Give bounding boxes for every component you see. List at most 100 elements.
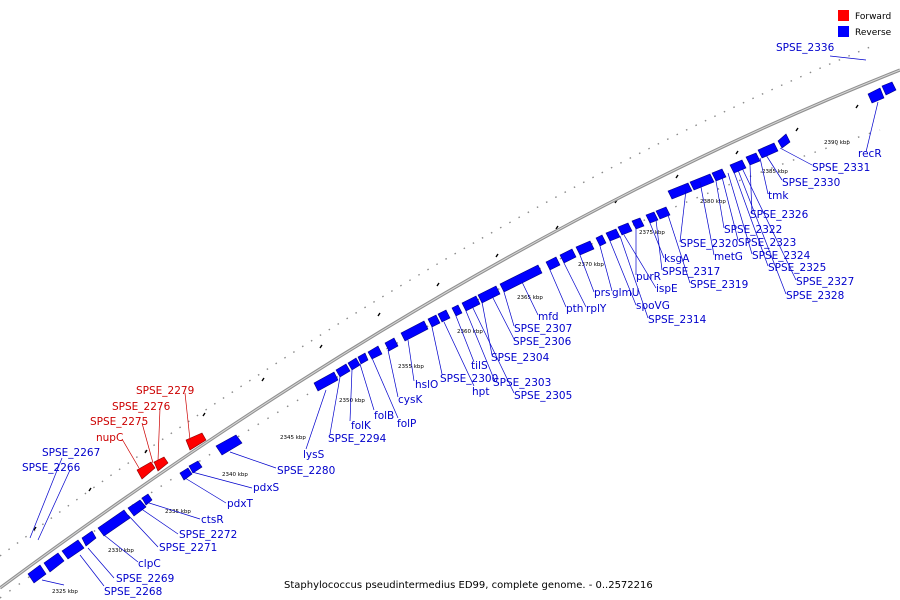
label-metg: metG [714,251,743,263]
scale-label-2360: 2360 kbp [457,329,483,335]
label-spse-2326: SPSE_2326 [750,209,809,221]
gene-block-2325c[interactable] [61,539,85,560]
legend-forward-label: Forward [855,12,891,22]
gene-spse-2279[interactable] [185,432,207,451]
label-spse-2323: SPSE_2323 [738,237,796,249]
label-spse-2268: SPSE_2268 [104,586,162,598]
label-spse-2269: SPSE_2269 [116,573,174,585]
label-tmk: tmk [768,190,789,202]
gene-hpt[interactable] [437,309,451,323]
gene-hslo[interactable] [400,320,429,342]
gene-recr[interactable] [867,87,885,104]
scale-label-2345: 2345 kbp [280,435,306,441]
label-spse-2330: SPSE_2330 [782,177,840,189]
label-prs: prs [594,287,610,299]
gene-spse-2294[interactable] [335,363,351,378]
genome-backbone-highlight [0,69,900,589]
gene-pdxs[interactable] [188,460,203,474]
reverse-labels: SPSE_2267 SPSE_2266 SPSE_2268 SPSE_2269 … [22,42,882,598]
label-spse-2331: SPSE_2331 [812,162,870,174]
gene-spse-2280[interactable] [215,434,243,456]
gene-lyss[interactable] [313,371,339,392]
gene-pdxt[interactable] [179,467,193,481]
gene-spse-2300[interactable] [427,314,441,328]
label-folb: folB [374,410,394,422]
label-spse-2271: SPSE_2271 [159,542,217,554]
scale-label-2375: 2375 kbp [639,230,665,236]
label-spse-2320: SPSE_2320 [680,238,738,250]
gene-mfd[interactable] [499,264,543,293]
outer-ticks [33,104,859,531]
label-spse-2336: SPSE_2336 [776,42,835,54]
label-cysk: cysK [398,394,423,406]
label-glmu: glmU [612,287,640,299]
gene-pth[interactable] [545,256,561,271]
label-spovg: spoVG [636,300,670,312]
label-hpt: hpt [472,386,489,398]
gene-purr[interactable] [631,217,645,230]
legend-reverse-label: Reverse [855,28,892,38]
label-mfd: mfd [538,311,559,323]
gene-spse-2331[interactable] [777,133,791,149]
label-spse-2307: SPSE_2307 [514,323,572,335]
gene-metg[interactable] [689,173,715,191]
legend-reverse-swatch [838,26,849,37]
reverse-genes [27,81,897,584]
label-spse-2300: SPSE_2300 [440,373,498,385]
gene-clpc[interactable] [97,509,131,537]
label-pdxs: pdxS [253,482,280,494]
gene-block-2325[interactable] [27,564,47,584]
label-ksga: ksgA [664,253,690,265]
gene-tmk[interactable] [757,142,779,159]
label-spse-2280: SPSE_2280 [277,465,335,477]
scale-label-2340: 2340 kbp [222,472,248,478]
label-spse-2305: SPSE_2305 [514,390,572,402]
gene-spse-2271[interactable] [127,499,147,517]
gene-folb[interactable] [357,352,369,365]
label-spse-2272: SPSE_2272 [179,529,237,541]
label-clpc: clpC [138,558,161,570]
gene-block-2330[interactable] [81,530,97,547]
label-ispe: ispE [656,283,678,295]
gene-spse-2326[interactable] [745,152,761,166]
scale-label-2355: 2355 kbp [398,364,424,370]
gene-ispe[interactable] [617,222,633,236]
label-ctsr: ctsR [201,514,224,526]
gene-rply[interactable] [559,248,577,264]
gene-spse-2324[interactable] [729,159,747,174]
gene-ctsr[interactable] [141,493,153,506]
gene-nupc[interactable] [136,461,156,480]
gene-spse-2336[interactable] [881,81,897,96]
genome-caption: Staphylococcus pseudintermedius ED99, co… [284,580,653,591]
label-spse-2306: SPSE_2306 [513,336,572,348]
gene-cysk[interactable] [384,337,399,352]
gene-prs[interactable] [575,240,595,256]
gene-block-2325b[interactable] [43,552,65,573]
label-spse-2303: SPSE_2303 [493,377,551,389]
gene-tils[interactable] [451,304,463,317]
gene-folk[interactable] [347,357,361,371]
scale-label-2325: 2325 kbp [52,589,78,595]
label-pdxt: pdxT [227,498,254,510]
gene-spse-2322[interactable] [711,168,727,182]
label-spse-2325: SPSE_2325 [768,262,826,274]
gene-folp[interactable] [367,345,383,360]
scale-label-2380: 2380 kbp [700,199,726,205]
gene-glmu[interactable] [595,234,607,247]
legend-forward-swatch [838,10,849,21]
gene-ksga[interactable] [645,211,659,224]
label-rply: rplY [586,303,607,315]
gene-spse-2317[interactable] [655,206,671,220]
gene-spse-2303[interactable] [461,295,481,312]
label-spse-2275: SPSE_2275 [90,416,148,428]
gene-spovg[interactable] [605,228,621,242]
gene-spse-2275[interactable] [153,456,169,472]
label-spse-2327: SPSE_2327 [796,276,854,288]
outer-dotted-track [0,44,876,557]
label-spse-2314: SPSE_2314 [648,314,707,326]
label-pth: pth [566,303,583,315]
label-spse-2322: SPSE_2322 [724,224,782,236]
gene-spse-2319[interactable] [667,182,693,200]
scale-label-2370: 2370 kbp [578,262,604,268]
gene-spse-2304[interactable] [477,285,501,304]
